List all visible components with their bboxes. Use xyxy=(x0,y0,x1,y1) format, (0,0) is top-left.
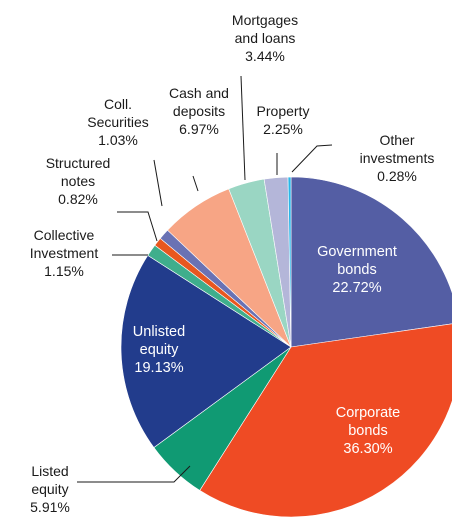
slice-value-collective-investment: 1.15% xyxy=(44,263,84,279)
slice-value-structured-notes: 0.82% xyxy=(58,191,98,207)
slice-value-corporate-bonds: 36.30% xyxy=(343,441,392,457)
slice-label-government-bonds: Government bonds 22.72% xyxy=(317,244,397,296)
slice-value-coll-securities: 1.03% xyxy=(98,132,138,148)
slice-name-government-bonds: Government xyxy=(317,244,397,260)
slice-name-structured-notes: Structured xyxy=(46,155,111,171)
leader-line-mortgages-and-loans xyxy=(240,75,246,181)
slice-name-government-bonds: bonds xyxy=(337,262,377,278)
slice-name-coll-securities: Coll. xyxy=(104,96,132,112)
slice-value-property: 2.25% xyxy=(263,121,303,137)
leader-line-listed-equity xyxy=(77,465,191,483)
slice-value-cash-and-deposits: 6.97% xyxy=(179,121,219,137)
leader-line-other-investments xyxy=(291,144,333,173)
slice-name-coll-securities: Securities xyxy=(87,114,148,130)
pie-slice-unlisted-equity xyxy=(120,254,292,448)
pie-slice-government-bonds xyxy=(290,176,452,348)
pie-slices xyxy=(120,176,452,518)
slice-name-mortgages-and-loans: and loans xyxy=(235,30,296,46)
slice-label-collective-investment: Collective Investment 1.15% xyxy=(30,227,99,279)
pie-slice-other-investments xyxy=(287,176,292,348)
slice-name-corporate-bonds: bonds xyxy=(348,423,388,439)
pie-slice-corporate-bonds xyxy=(199,323,452,518)
slice-name-listed-equity: equity xyxy=(31,481,68,497)
leader-line-coll-securities xyxy=(153,159,163,207)
slice-label-corporate-bonds: Corporate bonds 36.30% xyxy=(336,405,400,457)
slice-name-property: Property xyxy=(257,103,310,119)
leader-line-structured-notes xyxy=(117,211,158,242)
slice-label-other-investments: Other investments 0.28% xyxy=(360,132,435,184)
slice-label-coll-securities: Coll. Securities 1.03% xyxy=(87,96,148,148)
slice-name-unlisted-equity: equity xyxy=(140,342,179,358)
slice-label-listed-equity: Listed equity 5.91% xyxy=(30,463,70,515)
slice-name-cash-and-deposits: deposits xyxy=(173,103,225,119)
slice-label-mortgages-and-loans: Mortgages and loans 3.44% xyxy=(232,12,298,64)
slice-name-corporate-bonds: Corporate xyxy=(336,405,400,421)
slice-name-other-investments: investments xyxy=(360,150,435,166)
slice-value-mortgages-and-loans: 3.44% xyxy=(245,48,285,64)
leader-line-cash-and-deposits xyxy=(192,175,199,192)
leader-lines xyxy=(77,75,333,483)
slice-labels: Government bonds 22.72% Corporate bonds 36.30… xyxy=(30,12,435,515)
slice-name-other-investments: Other xyxy=(379,132,414,148)
slice-label-structured-notes: Structured notes 0.82% xyxy=(46,155,111,207)
slice-label-property: Property 2.25% xyxy=(257,103,310,137)
slice-name-cash-and-deposits: Cash and xyxy=(169,85,229,101)
slice-name-mortgages-and-loans: Mortgages xyxy=(232,12,298,28)
slice-value-government-bonds: 22.72% xyxy=(332,280,381,296)
slice-name-collective-investment: Collective xyxy=(34,227,95,243)
slice-name-listed-equity: Listed xyxy=(31,463,68,479)
slice-value-listed-equity: 5.91% xyxy=(30,499,70,515)
slice-label-cash-and-deposits: Cash and deposits 6.97% xyxy=(169,85,229,137)
slice-name-unlisted-equity: Unlisted xyxy=(133,324,185,340)
slice-value-other-investments: 0.28% xyxy=(377,168,417,184)
slice-name-collective-investment: Investment xyxy=(30,245,99,261)
slice-name-structured-notes: notes xyxy=(61,173,95,189)
slice-label-unlisted-equity: Unlisted equity 19.13% xyxy=(133,324,185,376)
slice-value-unlisted-equity: 19.13% xyxy=(134,360,183,376)
